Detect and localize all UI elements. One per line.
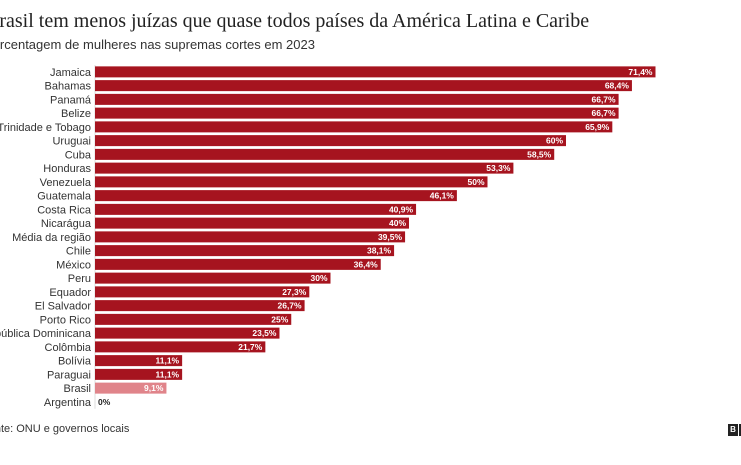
bar: [95, 272, 331, 284]
logo-letter: B: [728, 424, 738, 436]
value-label: 66,7%: [591, 94, 616, 104]
category-label: Belize: [61, 108, 91, 120]
category-label: Venezuela: [40, 177, 92, 189]
value-label: 40%: [389, 218, 406, 228]
bar: [95, 148, 555, 160]
value-label: 68,4%: [605, 81, 630, 91]
category-label: Média da região: [12, 232, 91, 244]
category-label: Paraguai: [47, 369, 91, 381]
category-label: Costa Rica: [37, 204, 92, 216]
bar: [95, 258, 381, 270]
value-label: 71,4%: [628, 67, 653, 77]
bar: [95, 176, 488, 188]
value-label: 25%: [271, 314, 288, 324]
bar: [95, 313, 292, 325]
bar: [95, 66, 656, 78]
bar-chart: Jamaica 71,4% Bahamas 68,4% Panamá 66,7% Beliz…: [0, 65, 656, 409]
category-label: Uruguai: [52, 136, 91, 148]
bar: [95, 245, 395, 257]
category-label: Chile: [66, 246, 91, 258]
category-label: Peru: [68, 273, 91, 285]
category-label: Bolívia: [58, 356, 92, 368]
value-label: 58,5%: [527, 149, 552, 159]
value-label: 38,1%: [367, 246, 392, 256]
category-label: Guatemala: [37, 191, 92, 203]
bar: [95, 368, 183, 380]
bar: [95, 286, 310, 298]
value-label: 30%: [310, 273, 327, 283]
category-label: Colômbia: [45, 342, 92, 354]
category-label: Cuba: [65, 149, 92, 161]
value-label: 60%: [546, 136, 563, 146]
bar: [95, 80, 632, 92]
bar: [95, 382, 167, 394]
bar: [95, 190, 457, 202]
bar: [95, 231, 406, 243]
value-label: 36,4%: [354, 259, 379, 269]
category-label: Brasil: [63, 383, 91, 395]
category-label: Honduras: [43, 163, 91, 175]
chart-title: Brasil tem menos juízas que quase todos …: [0, 10, 590, 32]
category-label: Bahamas: [45, 81, 92, 93]
value-label: 53,3%: [486, 163, 511, 173]
category-label: Trinidade e Tobago: [0, 122, 91, 134]
bar: [95, 203, 417, 215]
value-label: 46,1%: [430, 191, 455, 201]
value-label: 50%: [467, 177, 484, 187]
value-label: 27,3%: [282, 287, 307, 297]
category-label: Jamaica: [50, 67, 92, 79]
bar: [95, 217, 409, 229]
value-label: 23,5%: [252, 328, 277, 338]
category-label: Equador: [49, 287, 91, 299]
category-label: Nicarágua: [41, 218, 92, 230]
value-label: 21,7%: [238, 342, 263, 352]
category-label: Panamá: [50, 94, 92, 106]
category-label: México: [56, 259, 91, 271]
category-label: República Dominicana: [0, 328, 92, 340]
value-label: 65,9%: [585, 122, 610, 132]
bar: [95, 355, 183, 367]
category-label: Porto Rico: [40, 314, 91, 326]
bbc-logo: B B C: [728, 424, 741, 436]
value-label: 40,9%: [389, 204, 414, 214]
value-label: 11,1%: [155, 356, 179, 366]
value-label: 66,7%: [591, 108, 616, 118]
logo-letter: B: [739, 424, 741, 436]
bar: [95, 162, 514, 174]
value-label: 11,1%: [155, 369, 179, 379]
bar: [95, 300, 305, 312]
value-label: 0%: [98, 397, 111, 407]
value-label: 9,1%: [144, 383, 164, 393]
bar: [95, 93, 619, 105]
category-label: Argentina: [44, 397, 92, 409]
bar: [95, 121, 613, 133]
bar: [95, 107, 619, 119]
value-label: 39,5%: [378, 232, 403, 242]
bar: [95, 341, 266, 353]
category-label: El Salvador: [35, 301, 92, 313]
bar: [95, 327, 280, 339]
source-note: Fonte: ONU e governos locais: [0, 423, 130, 435]
value-label: 26,7%: [277, 301, 302, 311]
chart-subtitle: Porcentagem de mulheres nas supremas cor…: [0, 37, 315, 52]
bar: [95, 135, 566, 147]
